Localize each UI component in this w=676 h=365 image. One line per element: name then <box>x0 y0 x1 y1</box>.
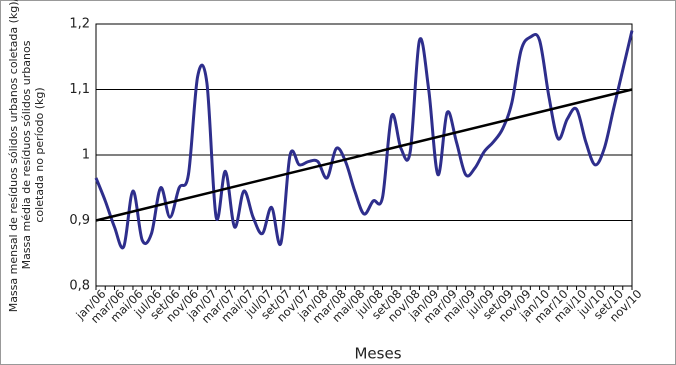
y-axis-label: Massa média de resíduos sólidos urbanos <box>20 40 33 269</box>
y-tick-label: 0,9 <box>69 213 90 228</box>
series-line <box>94 30 634 250</box>
y-tick-label: 0,8 <box>69 279 90 294</box>
y-tick-label: 1,2 <box>69 17 90 32</box>
y-tick-label: 1 <box>82 148 90 163</box>
x-axis-label: Meses <box>354 345 401 363</box>
trend-line <box>95 88 633 222</box>
y-axis-label: coletada no período (kg) <box>33 87 46 222</box>
y-tick-label: 1,1 <box>69 82 90 97</box>
y-axis-label: Massa mensal de resíduos sólidos urbanos… <box>7 0 20 312</box>
